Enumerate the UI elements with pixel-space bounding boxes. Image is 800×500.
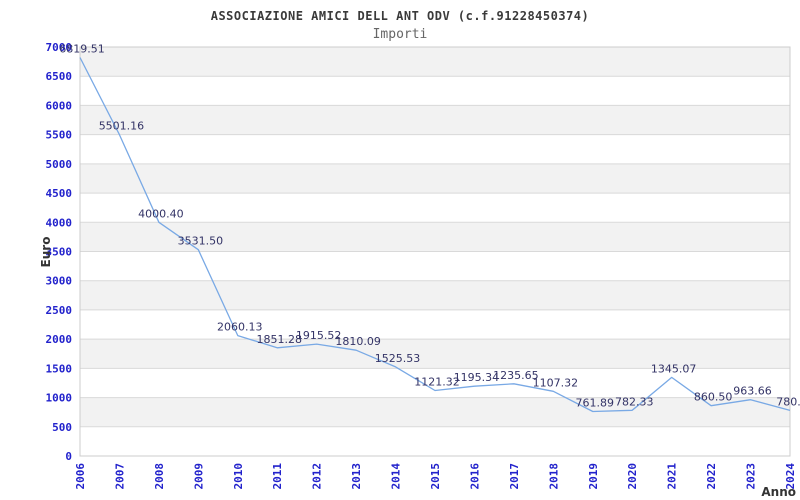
data-point-label: 1915.52 <box>296 329 342 342</box>
data-point-label: 1851.28 <box>256 333 302 346</box>
x-tick-label: 2015 <box>429 463 442 490</box>
y-tick-label: 2500 <box>46 304 73 317</box>
x-tick-label: 2021 <box>666 463 679 490</box>
y-tick-label: 2000 <box>46 333 73 346</box>
x-tick-label: 2010 <box>232 463 245 490</box>
band <box>80 222 790 252</box>
data-point-label: 1107.32 <box>533 376 579 389</box>
x-tick-label: 2008 <box>153 463 166 490</box>
plot-bands <box>80 47 790 427</box>
data-point-label: 780.8 <box>776 395 800 408</box>
band <box>80 47 790 77</box>
data-point-label: 761.89 <box>576 396 615 409</box>
data-point-label: 4000.40 <box>138 207 184 220</box>
y-tick-label: 3000 <box>46 275 73 288</box>
data-point-label: 782.33 <box>615 395 654 408</box>
data-point-labels: 6819.51 5501.16 4000.40 3531.50 2060.131851.… <box>59 43 800 410</box>
y-tick-label: 4500 <box>46 187 73 200</box>
data-point-label: 1810.09 <box>335 335 381 348</box>
data-line <box>79 57 791 413</box>
data-point-label: 860.50 <box>694 391 733 404</box>
y-tick-label: 6500 <box>46 70 73 83</box>
band <box>80 280 790 310</box>
x-tick-label: 2017 <box>508 463 521 490</box>
data-point-label: 5501.16 <box>99 120 145 133</box>
data-point-label: 2060.13 <box>217 321 263 334</box>
chart-subtitle: Importi <box>372 27 428 42</box>
band <box>80 105 790 135</box>
x-tick-label: 2016 <box>468 463 481 490</box>
data-point-label: 1121.32 <box>414 375 460 388</box>
x-axis-title: Anno <box>761 485 796 499</box>
x-tick-label: 2020 <box>626 463 639 490</box>
y-tick-label: 1500 <box>46 362 73 375</box>
x-tick-label: 2006 <box>74 463 87 490</box>
x-tick-label: 2012 <box>311 463 324 490</box>
y-tick-label: 7000 <box>46 41 73 54</box>
y-tick-label: 500 <box>52 421 72 434</box>
x-tick-label: 2014 <box>390 463 403 490</box>
y-gridlines <box>80 75 790 428</box>
y-tick-label: 3500 <box>46 246 73 259</box>
data-point-label: 1195.34 <box>454 371 500 384</box>
y-axis-labels: 0 500 1000 1500 2000 2500 3000 3500 4000 4500 5000… <box>46 41 73 463</box>
band <box>80 339 790 369</box>
data-point-label: 1345.07 <box>651 362 697 375</box>
y-tick-label: 5500 <box>46 129 73 142</box>
y-tick-label: 6000 <box>46 99 73 112</box>
y-tick-label: 4000 <box>46 216 73 229</box>
x-tick-label: 2011 <box>271 463 284 490</box>
chart-title: ASSOCIAZIONE AMICI DELL ANT ODV (c.f.912… <box>210 9 590 23</box>
data-point-label: 1525.53 <box>375 352 421 365</box>
data-point-label: 6819.51 <box>59 43 105 56</box>
band <box>80 397 790 427</box>
x-tick-label: 2018 <box>547 463 560 490</box>
x-tick-label: 2022 <box>705 463 718 490</box>
x-tick-label: 2007 <box>113 463 126 490</box>
data-point-label: 963.66 <box>733 385 772 398</box>
x-tick-label: 2023 <box>745 463 758 490</box>
y-tick-label: 0 <box>65 450 72 463</box>
band <box>80 163 790 194</box>
x-tick-label: 2019 <box>587 463 600 490</box>
y-axis-title: Euro <box>39 237 53 268</box>
y-tick-label: 1000 <box>46 392 73 405</box>
x-tick-label: 2009 <box>192 463 205 490</box>
data-point-label: 1235.65 <box>493 369 539 382</box>
x-axis-labels: 2006 2007 2008 2009 2010 2011 2012 2013 2014 2015… <box>74 463 797 490</box>
y-tick-label: 5000 <box>46 158 73 171</box>
x-tick-label: 2013 <box>350 463 363 490</box>
plot-border <box>79 46 791 457</box>
data-point-label: 3531.50 <box>178 235 224 248</box>
x-tick-label: 2024 <box>784 463 797 490</box>
